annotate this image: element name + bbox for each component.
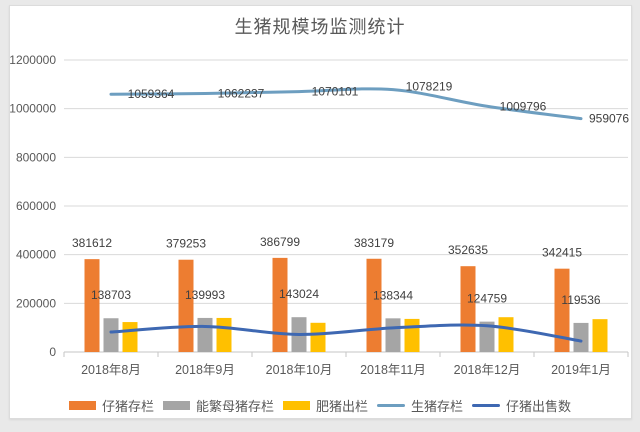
bar-data-label: 138344 xyxy=(373,288,413,302)
bar-肥猪出栏 xyxy=(498,317,514,352)
line-data-label: 1009796 xyxy=(500,99,547,113)
bar-仔猪存栏 xyxy=(366,258,382,352)
legend-item-仔猪存栏: 仔猪存栏 xyxy=(68,396,154,415)
bar-仔猪存栏 xyxy=(272,257,288,352)
bar-肥猪出栏 xyxy=(404,318,420,352)
x-axis-category-label: 2018年8月 xyxy=(81,363,141,377)
legend-label: 能繁母猪存栏 xyxy=(195,398,274,414)
x-axis-category-label: 2018年12月 xyxy=(454,363,521,377)
x-axis-category-label: 2018年10月 xyxy=(266,363,333,377)
bar-data-label: 139993 xyxy=(185,288,225,302)
bar-data-label: 383179 xyxy=(354,236,394,250)
bar-仔猪存栏 xyxy=(84,259,100,352)
legend-label: 肥猪出栏 xyxy=(315,398,368,414)
y-axis-tick-label: 1200000 xyxy=(9,53,56,67)
legend-label: 生猪存栏 xyxy=(411,398,464,414)
line-data-label: 1078219 xyxy=(406,80,453,94)
y-axis-tick-label: 600000 xyxy=(16,199,56,213)
x-axis-category-label: 2018年11月 xyxy=(360,363,426,377)
chart-title: 生猪规模场监测统计 xyxy=(234,17,406,37)
legend-bar-swatch-能繁母猪存栏 xyxy=(162,400,190,410)
bar-仔猪存栏 xyxy=(554,268,570,352)
bar-仔猪存栏 xyxy=(178,259,194,352)
legend-label: 仔猪出售数 xyxy=(506,398,572,414)
legend-line-swatch-生猪存栏 xyxy=(377,403,405,407)
legend-bar-swatch-肥猪出栏 xyxy=(282,400,310,410)
bar-肥猪出栏 xyxy=(310,322,326,352)
bar-能繁母猪存栏 xyxy=(197,317,213,352)
y-axis-tick-label: 1000000 xyxy=(9,102,56,116)
line-生猪存栏 xyxy=(109,87,583,121)
bar-能繁母猪存栏 xyxy=(573,322,589,352)
bar-仔猪存栏 xyxy=(460,266,476,352)
legend-item-生猪存栏: 生猪存栏 xyxy=(377,396,463,415)
x-axis-category-label: 2018年9月 xyxy=(175,363,235,377)
bar-data-label: 119536 xyxy=(561,293,600,307)
legend-line-swatch-仔猪出售数 xyxy=(472,403,501,407)
bar-能繁母猪存栏 xyxy=(385,318,401,352)
x-axis-category-label: 2019年1月 xyxy=(551,363,611,377)
legend-item-肥猪出栏: 肥猪出栏 xyxy=(282,396,368,415)
y-axis-tick-label: 800000 xyxy=(16,150,56,164)
legend-bar-swatch-仔猪存栏 xyxy=(68,400,96,410)
legend-label: 仔猪存栏 xyxy=(101,398,154,414)
bar-data-label: 379253 xyxy=(166,237,206,251)
y-axis-tick-label: 0 xyxy=(49,345,56,359)
bar-肥猪出栏 xyxy=(216,317,232,352)
bar-data-label: 342415 xyxy=(542,246,582,260)
y-axis-tick-label: 400000 xyxy=(16,248,56,262)
bar-data-label: 386799 xyxy=(260,235,300,249)
bar-data-label: 124759 xyxy=(467,292,507,306)
bar-能繁母猪存栏 xyxy=(479,321,495,352)
line-data-label: 1070101 xyxy=(312,85,359,99)
line-仔猪出售数 xyxy=(109,323,583,343)
y-axis-tick-label: 200000 xyxy=(16,296,56,310)
line-data-label: 1062237 xyxy=(218,87,265,101)
bar-data-label: 143024 xyxy=(279,287,319,301)
legend: 仔猪存栏 能繁母猪存栏 肥猪出栏 生猪存栏 仔猪出售数 xyxy=(0,394,640,416)
bar-data-label: 352635 xyxy=(448,243,488,257)
bar-能繁母猪存栏 xyxy=(103,318,119,352)
legend-item-仔猪出售数: 仔猪出售数 xyxy=(472,396,571,415)
bar-肥猪出栏 xyxy=(592,319,608,352)
line-data-label: 1059364 xyxy=(128,87,175,101)
legend-item-能繁母猪存栏: 能繁母猪存栏 xyxy=(162,396,274,415)
line-data-label: 959076 xyxy=(589,112,629,126)
bar-data-label: 381612 xyxy=(72,236,112,250)
bar-肥猪出栏 xyxy=(122,322,138,352)
bar-data-label: 138703 xyxy=(91,288,131,302)
